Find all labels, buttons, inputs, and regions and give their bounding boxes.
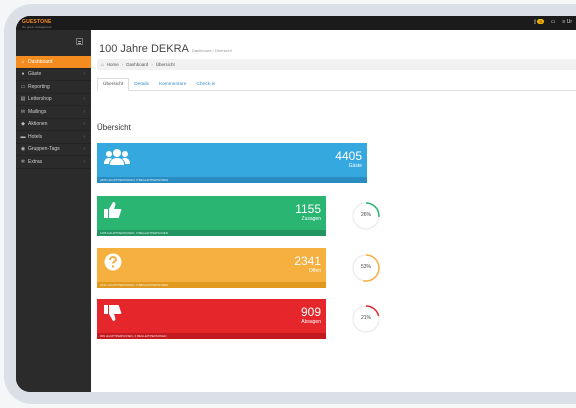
breadcrumb-current: Übersicht <box>155 62 175 67</box>
print-icon: ▤ <box>20 96 26 103</box>
chevron-right-icon: › <box>83 71 85 78</box>
sidebar-item-gruppen-tags[interactable]: ◉ Gruppen-Tags › <box>16 144 91 156</box>
sidebar-item-label: Gruppen-Tags <box>28 146 60 153</box>
declined-gauge-arc <box>352 305 380 333</box>
chevron-right-icon: › <box>83 108 85 115</box>
accepted-gauge-arc <box>352 202 380 230</box>
tab-comments[interactable]: Kommentare <box>158 82 187 87</box>
accepted-percent-label: 26% <box>360 212 371 218</box>
sidebar-item-dashboard[interactable]: ⌂ Dashboard <box>16 56 91 69</box>
tab-bar: Übersicht Details Kommentare Check-in <box>97 78 576 91</box>
section-title: Übersicht <box>97 123 131 132</box>
accepted-label: Zusagen <box>301 216 321 222</box>
open-percent-label: 53% <box>360 264 371 270</box>
accepted-percent-gauge: 26% <box>348 198 384 234</box>
sidebar-item-label: Aktionen <box>28 121 48 128</box>
breadcrumb-dashboard[interactable]: Dashboard <box>126 62 149 67</box>
guests-count: 4405 <box>335 149 362 163</box>
open-count: 2341 <box>294 254 321 268</box>
page-title: 100 Jahre DEKRA <box>99 43 189 55</box>
sidebar-item-label: Mailings <box>28 108 47 115</box>
notifications-button[interactable]: ▯ 5 <box>534 19 544 25</box>
chevron-right-icon: › <box>83 158 85 165</box>
chevron-right-icon: › <box>83 96 85 103</box>
open-percent-gauge: 53% <box>348 250 384 286</box>
sidebar-collapse-button[interactable] <box>76 38 83 45</box>
logo-text: GUESTONE <box>22 19 52 25</box>
thumbs-down-icon <box>104 304 122 325</box>
user-menu[interactable]: ≡ Ur <box>562 19 572 25</box>
logo-subtitle: the guest management <box>22 26 52 29</box>
sidebar-item-label: Hotels <box>28 133 43 140</box>
sidebar-item-reporting[interactable]: ▭ Reporting <box>16 81 91 94</box>
breadcrumb: ⌂ Home › Dashboard › Übersicht <box>97 59 576 70</box>
accepted-count: 1155 <box>295 202 321 216</box>
tab-check-in[interactable]: Check-in <box>196 82 216 87</box>
top-bar-actions: ▯ 5 ▭ ≡ Ur <box>534 19 572 25</box>
notification-badge: 5 <box>537 19 544 24</box>
declined-percent-gauge: 21% <box>348 301 384 337</box>
users-icon <box>104 148 130 168</box>
tag-icon: ◆ <box>21 121 25 128</box>
sidebar-item-label: Gäste <box>28 71 42 78</box>
monitor-icon[interactable]: ▭ <box>550 19 556 25</box>
main-content: 100 Jahre DEKRA Dashboard / Übersicht ⌂ … <box>91 30 576 392</box>
breadcrumb-home[interactable]: Home <box>106 62 119 67</box>
bed-icon: ▬ <box>20 133 26 140</box>
user-icon: ● <box>21 71 25 78</box>
sidebar-item-mailings[interactable]: ✉ Mailings › <box>16 106 91 119</box>
open-gauge-arc <box>352 254 380 282</box>
accepted-card[interactable]: 1155 Zusagen 1155 HAUPTPERSONEN, 0 BEGLE… <box>97 196 326 236</box>
guests-card[interactable]: 4405 Gäste 4405 HAUPTPERSONEN, 0 BEGLEIT… <box>97 143 367 183</box>
sidebar-item-label: Reporting <box>28 83 50 90</box>
app-logo[interactable]: GUESTONE the guest management <box>22 19 52 29</box>
chevron-right-icon: › <box>121 62 124 67</box>
sidebar-item-label: Dashboard <box>28 58 53 65</box>
sidebar-item-label: Lettershop <box>28 96 52 103</box>
app-window: GUESTONE the guest management ▯ 5 ▭ ≡ Ur … <box>16 16 576 392</box>
sidebar: ⌂ Dashboard ● Gäste › ▭ Reporting ▤ Lettershop › ✉… <box>16 30 91 392</box>
open-label: Offen <box>308 268 321 274</box>
declined-footer: 909 HAUPTPERSONEN, 0 BEGLEITPERSONEN <box>97 333 326 339</box>
envelope-icon: ✉ <box>20 108 26 115</box>
document-icon: ▭ <box>20 83 26 90</box>
declined-count: 909 <box>300 305 321 319</box>
thumbs-up-icon <box>104 201 122 222</box>
sidebar-item-extras[interactable]: ✲ Extras › <box>16 156 91 169</box>
chevron-right-icon: › <box>151 62 153 67</box>
declined-percent-label: 21% <box>360 315 371 321</box>
chevron-right-icon: › <box>83 133 85 140</box>
page-header: 100 Jahre DEKRA Dashboard / Übersicht <box>99 43 232 55</box>
top-bar: GUESTONE the guest management ▯ 5 ▭ ≡ Ur <box>16 16 576 30</box>
question-icon <box>104 253 122 274</box>
chevron-right-icon: › <box>83 121 85 128</box>
sidebar-item-gäste[interactable]: ● Gäste › <box>16 69 91 81</box>
sidebar-item-aktionen[interactable]: ◆ Aktionen › <box>16 119 91 131</box>
group-icon: ◉ <box>20 146 26 153</box>
gears-icon: ✲ <box>20 158 26 165</box>
tab-details[interactable]: Details <box>134 82 149 87</box>
sidebar-item-lettershop[interactable]: ▤ Lettershop › <box>16 94 91 106</box>
tab-overview[interactable]: Übersicht <box>97 78 130 91</box>
open-card[interactable]: 2341 Offen 2341 HAUPTPERSONEN, 0 BEGLEIT… <box>97 248 326 288</box>
declined-card[interactable]: 909 Absagen 909 HAUPTPERSONEN, 0 BEGLEIT… <box>97 299 326 339</box>
home-icon: ⌂ <box>21 58 25 65</box>
sidebar-item-label: Extras <box>28 158 43 165</box>
sidebar-nav: ⌂ Dashboard ● Gäste › ▭ Reporting ▤ Lettershop › ✉… <box>16 56 91 169</box>
page-subtitle: Dashboard / Übersicht <box>191 48 232 53</box>
sidebar-item-hotels[interactable]: ▬ Hotels › <box>16 131 91 144</box>
home-icon: ⌂ <box>101 62 104 67</box>
notification-icon: ▯ <box>533 19 537 25</box>
chevron-right-icon: › <box>83 146 85 153</box>
guests-label: Gäste <box>348 163 362 169</box>
declined-label: Absagen <box>301 319 321 325</box>
open-footer: 2341 HAUPTPERSONEN, 0 BEGLEITPERSONEN <box>97 282 326 288</box>
user-name: Ur <box>566 19 572 25</box>
guests-footer: 4405 HAUPTPERSONEN, 0 BEGLEITPERSONEN <box>97 177 367 183</box>
accepted-footer: 1155 HAUPTPERSONEN, 0 BEGLEITPERSONEN <box>97 230 326 236</box>
